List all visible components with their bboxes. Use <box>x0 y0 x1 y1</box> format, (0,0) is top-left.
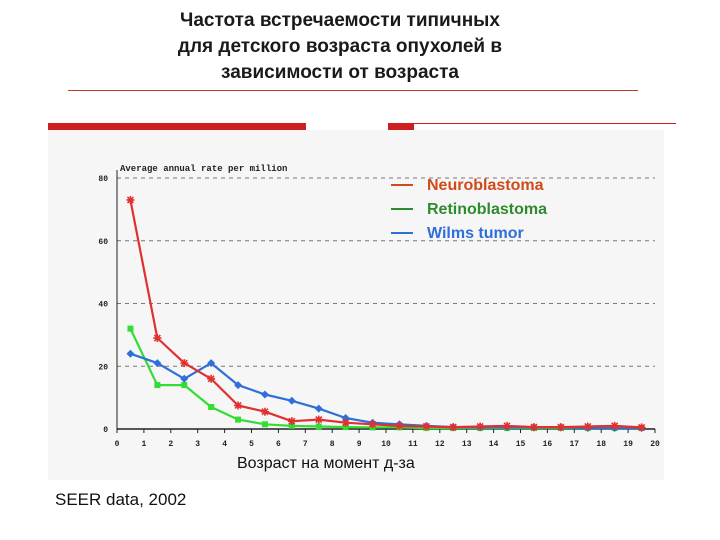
data-point <box>127 325 134 332</box>
x-tick-label: 11 <box>408 440 418 449</box>
series-line <box>129 199 642 429</box>
source-note: SEER data, 2002 <box>55 490 187 509</box>
data-point <box>368 420 377 429</box>
data-point <box>341 418 350 427</box>
data-point <box>234 381 243 390</box>
y-tick-label: 80 <box>98 175 108 184</box>
x-tick-label: 7 <box>303 440 308 449</box>
data-point <box>556 423 565 432</box>
x-tick-label: 2 <box>168 440 173 449</box>
data-point <box>154 382 161 389</box>
accent-bar-left <box>48 123 306 130</box>
data-point <box>260 390 269 399</box>
data-point <box>449 423 458 432</box>
y-tick-label: 40 <box>98 301 108 310</box>
data-point <box>288 422 295 429</box>
data-point <box>153 359 162 368</box>
data-point <box>342 424 349 431</box>
x-tick-label: 8 <box>330 440 335 449</box>
data-point <box>476 422 485 431</box>
y-tick-label: 20 <box>98 363 108 372</box>
x-tick-label: 6 <box>276 440 281 449</box>
data-point <box>207 359 216 368</box>
data-point <box>181 382 188 389</box>
y-tick-label: 60 <box>98 238 108 247</box>
slide-title: Частота встречаемости типичных для детск… <box>110 8 570 86</box>
data-point <box>260 407 269 416</box>
data-point <box>503 421 512 430</box>
legend-label: Wilms tumor <box>427 225 524 242</box>
data-point <box>287 396 296 405</box>
accent-line-right <box>414 123 676 124</box>
x-tick-label: 0 <box>115 440 120 449</box>
legend-label: Neuroblastoma <box>427 177 544 194</box>
x-tick-label: 12 <box>435 440 445 449</box>
x-tick-label: 10 <box>381 440 391 449</box>
data-point <box>314 404 323 413</box>
data-point <box>395 421 404 430</box>
data-point <box>314 415 323 424</box>
title-line-1: Частота встречаемости типичных <box>180 10 500 31</box>
data-point <box>422 422 431 431</box>
x-tick-label: 14 <box>489 440 499 449</box>
x-tick-label: 3 <box>195 440 200 449</box>
x-tick-label: 16 <box>543 440 553 449</box>
data-point <box>234 401 243 410</box>
series-group <box>126 195 646 433</box>
legend: Neuroblastoma Retinoblastoma Wilms tumor <box>391 177 547 242</box>
x-tick-label: 19 <box>623 440 633 449</box>
data-point <box>529 423 538 432</box>
x-tick-label: 15 <box>516 440 526 449</box>
x-axis-label: Возраст на момент д-за <box>237 455 415 472</box>
y-tick-label: 0 <box>103 426 108 435</box>
y-axis-label: Average annual rate per million <box>120 164 287 174</box>
data-point <box>207 374 216 383</box>
data-point <box>180 359 189 368</box>
data-point <box>180 374 189 383</box>
data-point <box>315 423 322 430</box>
title-line-3: зависимости от возраста <box>221 62 459 83</box>
title-line-2: для детского возраста опухолей в <box>177 36 503 57</box>
legend-label: Retinoblastoma <box>427 201 547 218</box>
data-point <box>126 195 135 204</box>
x-tick-label: 13 <box>462 440 472 449</box>
data-point <box>261 421 268 428</box>
title-underline <box>68 90 638 91</box>
x-tick-label: 4 <box>222 440 227 449</box>
series-neuroblastoma <box>126 195 646 432</box>
data-point <box>153 334 162 343</box>
accent-bar-right <box>388 123 414 130</box>
x-tick-label: 20 <box>650 440 660 449</box>
data-point <box>208 404 215 411</box>
x-tick-label: 5 <box>249 440 254 449</box>
data-point <box>126 349 135 358</box>
data-point <box>637 423 646 432</box>
data-point <box>235 416 242 423</box>
x-tick-label: 17 <box>569 440 579 449</box>
data-point <box>583 422 592 431</box>
x-tick-label: 18 <box>596 440 606 449</box>
x-tick-label: 1 <box>141 440 146 449</box>
data-point <box>610 421 619 430</box>
data-point <box>287 417 296 426</box>
x-tick-label: 9 <box>357 440 362 449</box>
